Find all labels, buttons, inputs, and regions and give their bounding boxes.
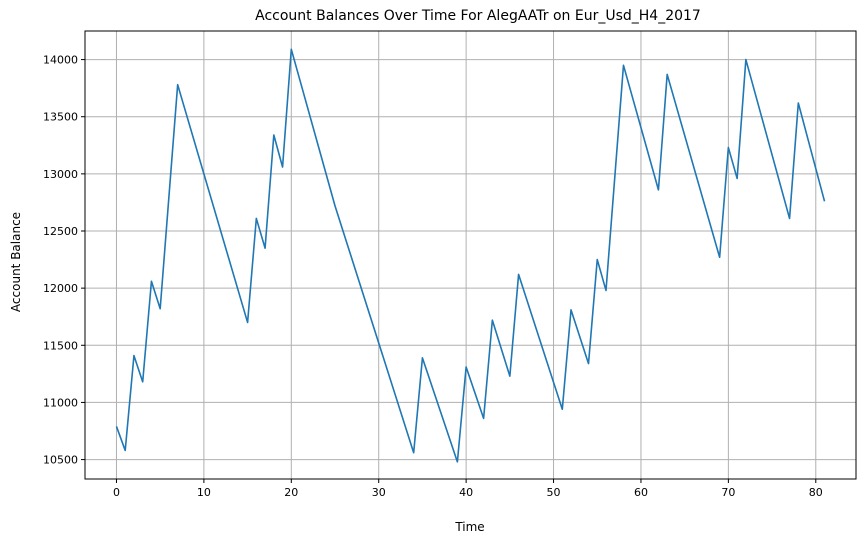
y-tick-label: 12500 <box>43 225 78 238</box>
x-axis: 0 10 20 30 40 50 60 70 80 <box>113 479 823 499</box>
y-tick-label: 13000 <box>43 168 78 181</box>
y-tick-label: 12000 <box>43 282 78 295</box>
y-axis: 10500 11000 11500 12000 12500 13000 13500 14000 <box>43 54 85 467</box>
y-axis-label: Account Balance <box>9 212 23 312</box>
x-axis-label: Time <box>454 520 484 534</box>
x-tick-label: 60 <box>634 486 648 499</box>
x-tick-label: 70 <box>721 486 735 499</box>
y-tick-label: 14000 <box>43 54 78 67</box>
y-tick-label: 13500 <box>43 111 78 124</box>
x-tick-label: 40 <box>459 486 473 499</box>
x-tick-label: 0 <box>113 486 120 499</box>
y-tick-label: 10500 <box>43 454 78 467</box>
y-tick-label: 11500 <box>43 339 78 352</box>
x-tick-label: 30 <box>372 486 386 499</box>
plot-frame <box>84 30 857 480</box>
grid-lines <box>85 31 856 479</box>
y-tick-label: 11000 <box>43 396 78 409</box>
chart-title: Account Balances Over Time For AlegAATr … <box>255 8 701 24</box>
x-tick-label: 10 <box>197 486 211 499</box>
x-tick-label: 80 <box>809 486 823 499</box>
x-tick-label: 50 <box>547 486 561 499</box>
series-group <box>115 48 826 463</box>
series-line <box>115 48 826 463</box>
x-tick-label: 20 <box>284 486 298 499</box>
